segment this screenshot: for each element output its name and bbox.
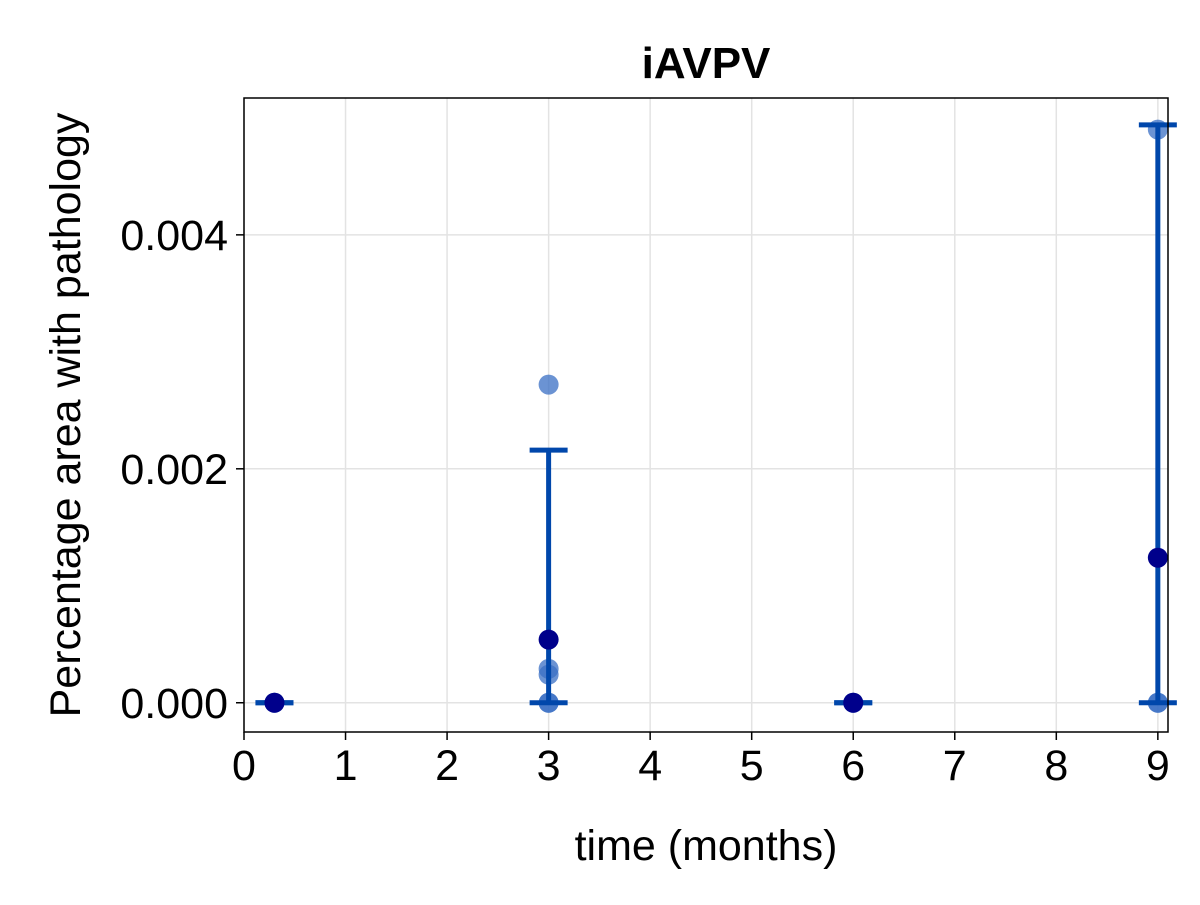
data-layer <box>255 119 1177 713</box>
data-point <box>538 374 559 395</box>
mean-point <box>843 692 864 713</box>
x-tick-label: 8 <box>1044 742 1068 790</box>
x-tick-label: 0 <box>232 742 256 790</box>
chart-title: iAVPV <box>642 39 771 88</box>
grid-lines <box>243 98 1168 732</box>
plot-border <box>243 97 1169 733</box>
y-tick-label: 0.000 <box>120 680 228 728</box>
x-tick-label: 9 <box>1146 742 1170 790</box>
x-tick-label: 4 <box>638 742 662 790</box>
x-tick-label: 7 <box>943 742 967 790</box>
plot-frame <box>243 97 1169 733</box>
x-tick-label: 3 <box>537 742 561 790</box>
x-tick-label: 6 <box>841 742 865 790</box>
x-axis-label: time (months) <box>575 822 838 870</box>
y-axis-label: Percentage area with pathology <box>42 112 90 717</box>
y-tick-label: 0.004 <box>120 212 228 260</box>
x-tick-label: 2 <box>435 742 459 790</box>
mean-point <box>538 629 559 650</box>
mean-point <box>1147 547 1168 568</box>
mean-point <box>264 692 285 713</box>
x-tick-label: 5 <box>740 742 764 790</box>
x-tick-label: 1 <box>334 742 358 790</box>
y-tick-label: 0.002 <box>120 446 228 494</box>
axis-ticks: 0 1 2 3 4 5 6 7 8 9 0.000 0.002 0.004 <box>120 212 1169 790</box>
